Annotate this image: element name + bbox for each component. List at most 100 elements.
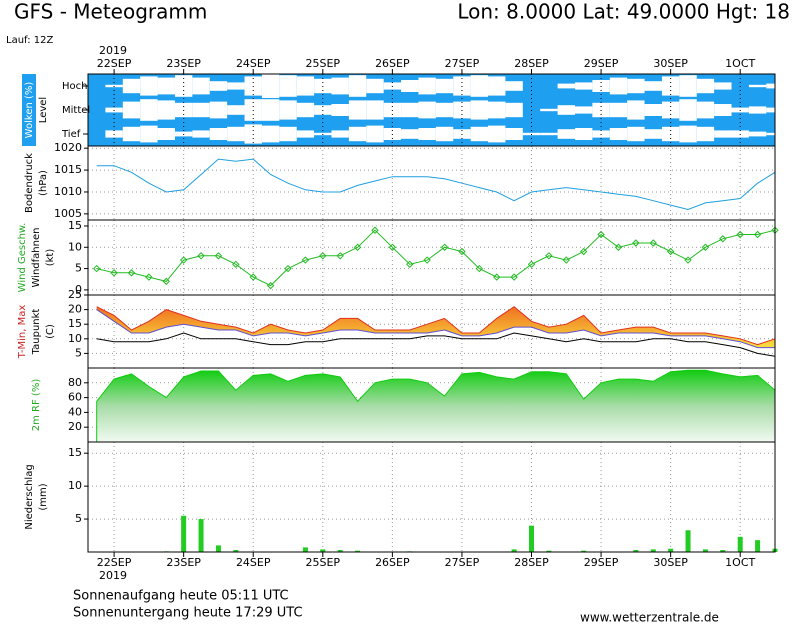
bar [737, 536, 743, 552]
cloud-cell [714, 130, 732, 138]
cloud-cell [157, 128, 175, 140]
cloud-cell [279, 75, 297, 97]
cloud-cell [140, 99, 158, 121]
temp-band [96, 306, 775, 348]
cloud-cell [540, 132, 558, 136]
cloud-cell [209, 128, 228, 140]
date-label: 1OCT [725, 57, 755, 70]
year: 2019 [99, 569, 127, 582]
date-label: 23SEP [166, 556, 201, 569]
y-tick-label: 1010 [54, 185, 82, 198]
y-tick-label: 1005 [54, 207, 82, 220]
cloud-cell [644, 129, 662, 139]
run: Lauf: 12Z [6, 35, 53, 46]
cloud-cell [122, 101, 141, 119]
marker [475, 264, 484, 273]
date-label: 24SEP [236, 556, 271, 569]
date-label: 29SEP [584, 57, 619, 70]
y-tick-label: 0 [75, 283, 82, 296]
cloud-cell [122, 126, 141, 142]
cloud-cell [574, 106, 593, 114]
date-label: 28SEP [514, 556, 549, 569]
bar [720, 550, 726, 552]
cloud-cell [435, 78, 454, 94]
date-label: 26SEP [375, 556, 410, 569]
bar [529, 525, 535, 552]
date-label: 27SEP [445, 57, 480, 70]
cloud-cell [279, 126, 297, 142]
cloud-cell [748, 84, 767, 88]
cloud-cell [644, 81, 662, 91]
cloud-cell [296, 102, 315, 118]
marker [527, 260, 536, 269]
cloud-cell [470, 75, 489, 97]
cloud-cell [435, 102, 454, 118]
bar [337, 550, 343, 552]
level-label: Hoch [62, 81, 87, 92]
cloud-cell [696, 78, 715, 94]
line [96, 332, 776, 357]
y-axis-label: (kt) [45, 249, 56, 267]
cloud-cell [488, 125, 506, 143]
marker [423, 256, 431, 264]
marker [232, 260, 240, 269]
bar [320, 549, 326, 552]
cloud-cell [331, 77, 349, 95]
line [96, 309, 775, 349]
sunset: Sonnenuntergang heute 17:29 UTC [73, 606, 303, 621]
marker [249, 273, 257, 281]
marker [388, 243, 397, 251]
cloud-cell [679, 125, 697, 143]
bar [181, 515, 187, 552]
title: GFS - Meteogramm [14, 0, 207, 24]
marker [371, 226, 379, 234]
y-tick-label: 15 [68, 446, 82, 459]
bar [302, 547, 308, 552]
y-axis-label: (mm) [38, 483, 49, 510]
cloud-cell [679, 75, 697, 97]
cloud-cell [557, 105, 575, 115]
date-label: 22SEP [97, 57, 132, 70]
cloud-cell [644, 104, 662, 116]
date-label: 28SEP [514, 57, 549, 70]
cloud-cell [714, 82, 732, 90]
y-tick-label: 10 [68, 240, 82, 253]
y-axis-label: Bodendruck [24, 153, 35, 213]
cloud-cell [227, 126, 245, 142]
cloud-cell [157, 77, 175, 95]
cloud-cell [574, 82, 593, 90]
y-tick-label: 15 [68, 219, 82, 232]
level-label: Tief [61, 129, 81, 140]
y-tick-label: 5 [75, 512, 82, 525]
y-tick-label: 40 [68, 405, 82, 418]
marker [284, 264, 292, 273]
marker [562, 256, 570, 264]
marker [736, 230, 744, 239]
marker [110, 269, 118, 277]
cloud-cell [279, 100, 297, 120]
marker [649, 239, 657, 247]
y-tick-label: 80 [68, 376, 82, 389]
line [96, 158, 776, 211]
y-axis-label: Wind Geschw. [17, 223, 28, 293]
y-axis-label: (hPa) [38, 170, 49, 196]
bar [355, 550, 361, 552]
line [96, 229, 776, 287]
site: www.wetterzentrale.de [580, 611, 719, 625]
cloud-cell [192, 77, 210, 95]
cloud-cell [366, 100, 384, 120]
cloud-cell [714, 104, 732, 116]
y-tick-label: 5 [75, 262, 82, 275]
date-label: 1OCT [725, 556, 755, 569]
line [96, 306, 776, 346]
marker [753, 230, 762, 239]
cloud-cell [696, 101, 715, 119]
cloud-cell [418, 101, 436, 119]
cloud-cell [574, 128, 593, 140]
cloud-cell [609, 77, 628, 95]
panel-bg [88, 442, 775, 552]
cloud-cell [609, 102, 628, 118]
date-label: 24SEP [236, 57, 271, 70]
